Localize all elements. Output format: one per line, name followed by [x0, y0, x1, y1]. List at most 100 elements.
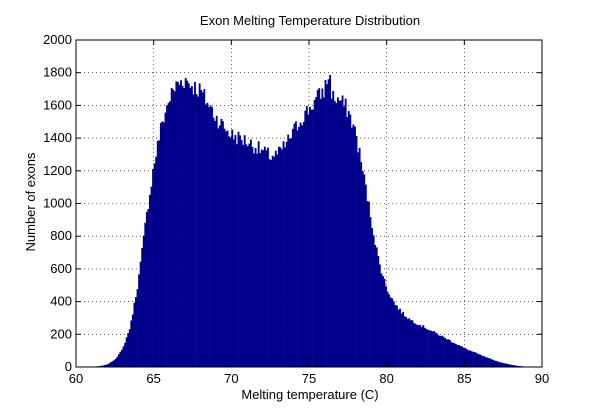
- histogram-bar: [377, 256, 380, 367]
- histogram-bar: [248, 143, 251, 367]
- histogram-bar: [234, 134, 237, 367]
- histogram-bar: [290, 138, 293, 367]
- histogram-bar: [369, 217, 372, 367]
- histogram-bar: [357, 152, 360, 367]
- histogram-bar: [375, 247, 378, 367]
- histogram-bar: [427, 329, 429, 367]
- histogram-bar: [428, 330, 431, 367]
- histogram-bar: [287, 134, 290, 367]
- histogram-bar: [211, 107, 213, 368]
- histogram-bar: [326, 84, 328, 368]
- histogram-bar: [360, 162, 363, 367]
- histogram-bar: [200, 89, 203, 368]
- histogram-bar: [131, 314, 134, 367]
- histogram-bar: [166, 105, 168, 368]
- histogram-bar: [338, 100, 341, 368]
- histogram-bar: [451, 342, 454, 367]
- histogram-bar: [105, 364, 108, 367]
- histogram-bar: [138, 274, 140, 367]
- histogram-bar: [514, 365, 516, 367]
- histogram-bar: [155, 156, 158, 367]
- histogram-bar: [184, 78, 187, 367]
- y-tick-label: 1200: [43, 163, 72, 178]
- histogram-bar: [444, 337, 446, 367]
- histogram-bar: [510, 364, 513, 367]
- histogram-bar: [180, 80, 182, 367]
- histogram-bar: [501, 362, 504, 367]
- histogram-bar: [394, 305, 397, 367]
- histogram-bars: [91, 74, 529, 368]
- histogram-bar: [335, 103, 338, 368]
- histogram-bar: [251, 146, 254, 367]
- histogram-bar: [220, 118, 223, 367]
- histogram-bar: [285, 142, 288, 367]
- histogram-bar: [295, 121, 297, 367]
- histogram-bar: [318, 88, 321, 367]
- histogram-bar: [239, 135, 241, 367]
- histogram-bar: [153, 163, 156, 367]
- histogram-bar: [354, 126, 356, 368]
- histogram-bar: [416, 324, 419, 367]
- histogram-bar: [456, 344, 459, 367]
- histogram-bar: [419, 324, 422, 367]
- histogram-bar: [490, 359, 493, 367]
- histogram-bar: [515, 365, 518, 367]
- histogram-bar: [108, 363, 111, 367]
- histogram-bar: [472, 351, 474, 367]
- histogram-bar: [453, 343, 456, 367]
- y-tick-label: 1400: [43, 130, 72, 145]
- histogram-bar: [152, 169, 154, 367]
- histogram-bar: [332, 91, 335, 368]
- histogram-bar: [368, 201, 370, 367]
- histogram-bar: [121, 349, 123, 367]
- histogram-bar: [430, 330, 433, 367]
- histogram-bar: [484, 357, 487, 367]
- histogram-bar: [203, 89, 206, 367]
- histogram-bar: [327, 79, 330, 367]
- histogram-bar: [263, 146, 266, 367]
- y-tick-label: 1600: [43, 97, 72, 112]
- histogram-bar: [156, 140, 159, 367]
- histogram-bar: [305, 105, 308, 368]
- histogram-bar: [482, 356, 485, 367]
- histogram-bar: [352, 124, 355, 368]
- y-axis-label: Number of exons: [23, 152, 38, 251]
- histogram-bar: [340, 100, 342, 368]
- histogram-bar: [461, 346, 464, 367]
- histogram-bar: [232, 139, 235, 367]
- histogram-bar: [201, 92, 204, 367]
- histogram-bar: [113, 360, 116, 367]
- histogram-bar: [176, 81, 179, 367]
- histogram-bar: [170, 87, 173, 368]
- histogram-bar: [344, 98, 347, 367]
- histogram-bar: [395, 305, 398, 367]
- histogram-bar: [517, 365, 519, 367]
- histogram-bar: [504, 363, 507, 367]
- histogram-bar: [298, 126, 300, 367]
- histogram-bar: [399, 308, 401, 367]
- histogram-bar: [500, 362, 502, 367]
- histogram-bar: [291, 128, 294, 367]
- histogram-bar: [273, 156, 276, 367]
- histogram-bar: [265, 150, 268, 367]
- histogram-bar: [262, 150, 265, 367]
- histogram-bar: [284, 147, 286, 367]
- histogram-bar: [214, 120, 217, 368]
- histogram-bar: [260, 149, 263, 367]
- histogram-bar: [489, 358, 492, 367]
- histogram-bar: [256, 153, 259, 367]
- histogram-bar: [433, 331, 436, 367]
- histogram-bar: [475, 352, 478, 367]
- histogram-bar: [128, 329, 131, 367]
- histogram-bar: [324, 79, 327, 367]
- histogram-bar: [312, 109, 314, 367]
- x-tick-label: 70: [224, 371, 238, 386]
- histogram-bar: [423, 327, 426, 367]
- histogram-bar: [439, 336, 442, 367]
- histogram-bar: [124, 342, 127, 367]
- histogram-bar: [493, 360, 496, 367]
- histogram-bar: [330, 98, 333, 367]
- histogram-bar: [164, 112, 167, 367]
- histogram-bar: [172, 89, 175, 368]
- histogram-bar: [509, 364, 512, 367]
